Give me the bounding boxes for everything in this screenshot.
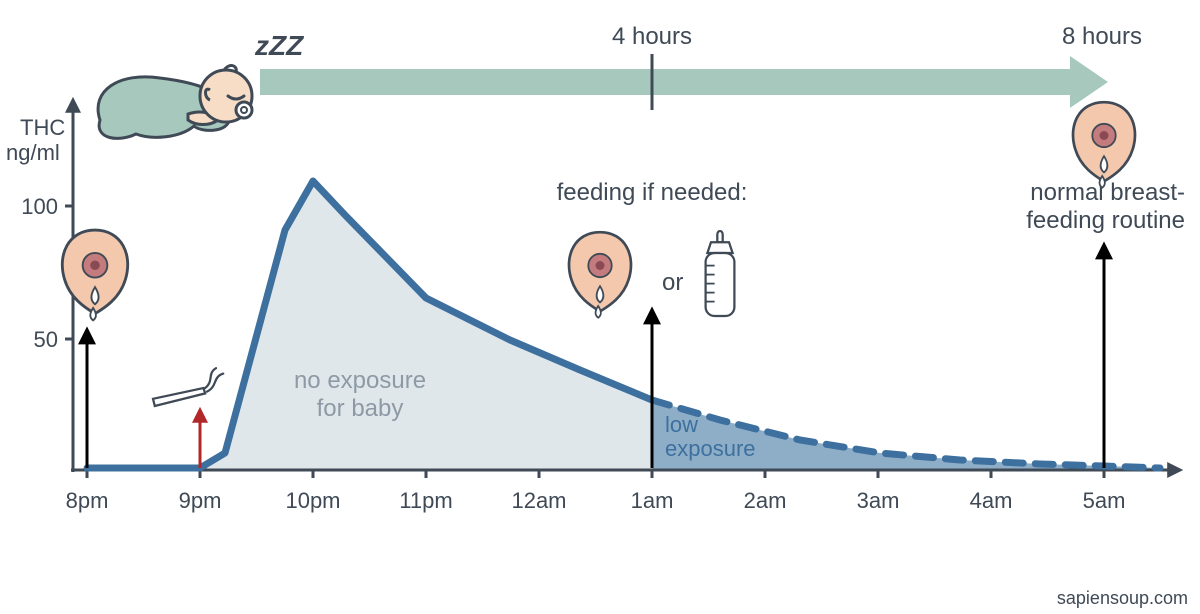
caption-no-exposure-l1: no exposure bbox=[294, 367, 426, 394]
x-tick-label: 8pm bbox=[66, 488, 109, 513]
y-axis-label-line2: ng/ml bbox=[6, 140, 60, 165]
zzz-text: zZZ bbox=[254, 30, 304, 61]
x-tick-label: 5am bbox=[1083, 488, 1126, 513]
x-tick-label: 11pm bbox=[399, 488, 452, 513]
bottle-icon bbox=[706, 231, 735, 316]
y-axis-label-line1: THC bbox=[20, 115, 65, 140]
caption-no-exposure-l2: for baby bbox=[317, 395, 404, 422]
x-tick-label: 1am bbox=[631, 488, 674, 513]
caption-low-exposure-l2: exposure bbox=[665, 436, 756, 461]
y-tick-label: 50 bbox=[34, 327, 58, 352]
caption-or: or bbox=[662, 269, 683, 296]
x-tick-label: 12am bbox=[511, 488, 566, 513]
caption-normal-l2: feeding routine bbox=[1026, 207, 1185, 234]
caption-feeding-if-needed: feeding if needed: bbox=[557, 179, 748, 206]
x-tick-label: 4am bbox=[970, 488, 1013, 513]
x-tick-label: 3am bbox=[857, 488, 900, 513]
y-tick-label: 100 bbox=[21, 194, 58, 219]
x-tick-label: 9pm bbox=[179, 488, 222, 513]
timeline-label-4h: 4 hours bbox=[612, 23, 692, 50]
credit-text: sapiensoup.com bbox=[1057, 588, 1188, 608]
caption-normal-l1: normal breast- bbox=[1030, 179, 1185, 206]
caption-low-exposure-l1: low bbox=[665, 412, 698, 437]
timeline-label-8h: 8 hours bbox=[1062, 23, 1142, 50]
timeline-arrow-body bbox=[260, 69, 1070, 95]
x-tick-label: 10pm bbox=[285, 488, 340, 513]
x-tick-label: 2am bbox=[744, 488, 787, 513]
